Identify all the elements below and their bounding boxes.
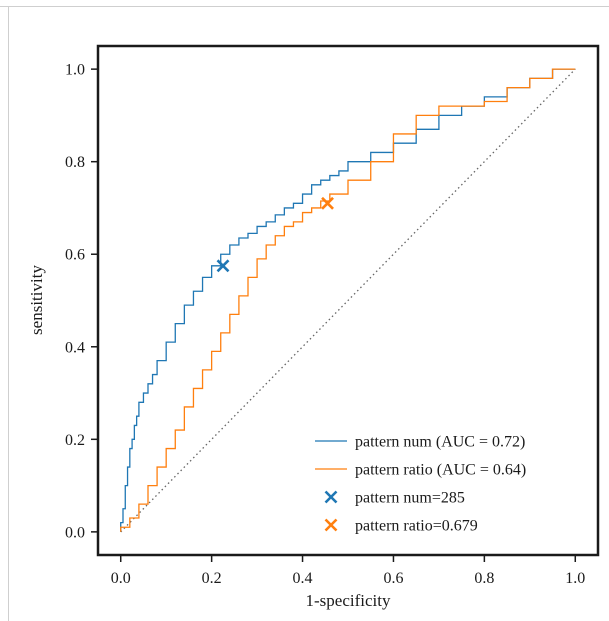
y-tick-label: 0.2	[65, 432, 85, 449]
legend-entry-label: pattern ratio=0.679	[355, 518, 478, 535]
x-tick-label: 0.8	[474, 570, 494, 587]
x-tick-label: 0.0	[111, 570, 131, 587]
y-tick-label: 0.6	[65, 247, 85, 264]
legend-entry-label: pattern num (AUC = 0.72)	[355, 434, 525, 451]
operating-point-1	[216, 259, 230, 273]
operating-point-markers	[216, 196, 334, 273]
y-tick-label: 1.0	[65, 62, 85, 79]
x-tick-label: 0.6	[383, 570, 403, 587]
legend-entry-label: pattern ratio (AUC = 0.64)	[355, 462, 526, 479]
series-line-2	[120, 68, 576, 532]
series-line-1	[120, 68, 576, 532]
axis-tick-labels: 0.0 0.2 0.4 0.6 0.8 1.0 0.0 0.2 0.4 0.6 0.8 1.0	[65, 62, 585, 587]
axis-ticks	[91, 68, 577, 562]
series-lines	[120, 68, 576, 532]
frame-border-top	[0, 6, 609, 7]
legend: pattern num (AUC = 0.72) pattern ratio (A…	[315, 434, 526, 535]
x-tick-label: 1.0	[565, 570, 585, 587]
x-axis-label: 1-specificity	[306, 591, 391, 610]
y-tick-label: 0.0	[65, 524, 85, 541]
y-axis-label: sensitivity	[27, 265, 46, 335]
legend-marker-swatch	[324, 518, 338, 532]
x-tick-label: 0.2	[202, 570, 222, 587]
legend-marker-swatch	[324, 490, 338, 504]
reference-diagonal	[120, 68, 576, 533]
plot-area-border	[96, 44, 600, 557]
reference-diagonal-line	[120, 68, 576, 533]
y-tick-label: 0.8	[65, 154, 85, 171]
frame-border-left	[8, 6, 9, 621]
legend-entry-label: pattern num=285	[355, 490, 465, 507]
operating-point-2	[321, 196, 334, 210]
x-tick-label: 0.4	[293, 570, 313, 587]
y-tick-label: 0.4	[65, 339, 85, 356]
